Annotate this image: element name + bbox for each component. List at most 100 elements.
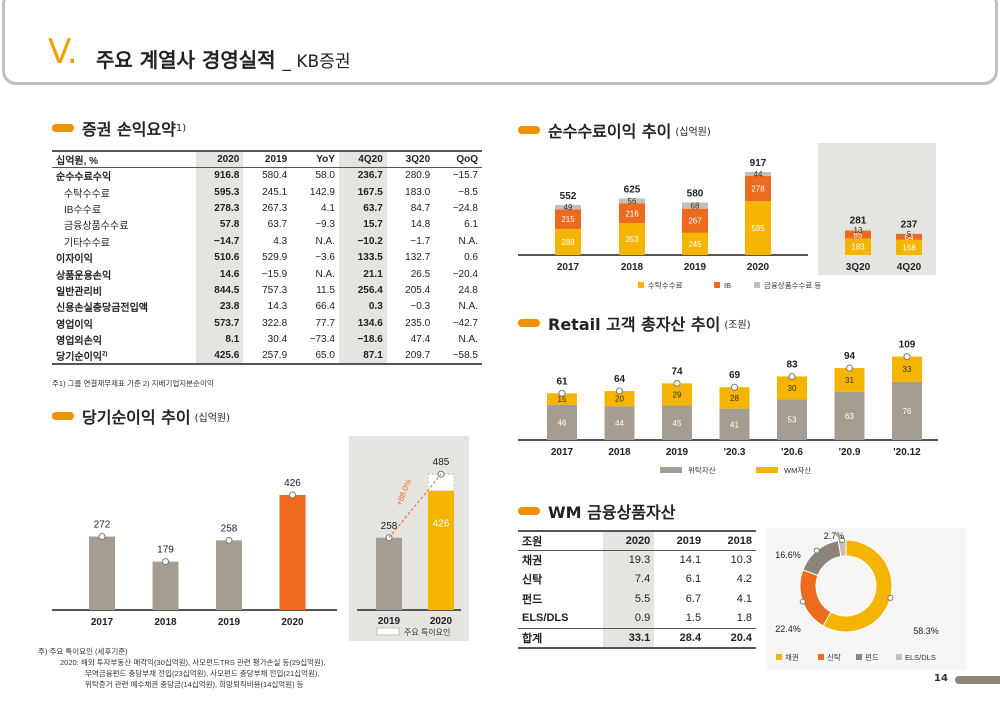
tick-label: 2017	[557, 262, 580, 273]
bar-segment	[892, 356, 922, 382]
total-label: 552	[560, 191, 577, 202]
table-cell: 15.7	[338, 216, 387, 234]
wm-table-header: 2019	[654, 530, 706, 551]
table-cell: 8.1	[195, 331, 244, 348]
legend-label: 위탁자산	[688, 465, 716, 475]
table-cell: 14.3	[267, 301, 288, 313]
bar-segment	[604, 391, 635, 407]
bar-marker	[289, 491, 296, 499]
net-income-chart: 272 2017 179 2018 258 2019 426 2020	[52, 478, 337, 628]
header-frame	[2, 0, 998, 85]
table-cell: 28.4	[654, 628, 706, 649]
slice-label: 16.6%	[775, 550, 801, 560]
table-cell: 278.3	[195, 200, 244, 217]
bar-segment	[845, 230, 871, 239]
table-cell: N.A.	[315, 268, 335, 280]
table-row: 순수수료수익 916.8 580.4 58.0 236.7 280.9 −15.7	[52, 167, 482, 184]
total-label: 64	[614, 374, 626, 385]
bar-segment	[777, 399, 807, 440]
bar-segment	[547, 393, 577, 405]
bar-segment	[777, 376, 807, 400]
table-cell: 6.1	[685, 573, 702, 586]
table-cell: −20.4	[452, 268, 478, 280]
table-cell: 425.6	[195, 347, 244, 366]
table-cell: −24.8	[452, 202, 478, 214]
net-income-title: 당기순이익 추이 (십억원)	[52, 404, 230, 428]
slice-label: 2.7%	[824, 531, 845, 541]
table-row: 기타수수료 −14.7 4.3 N.A. −10.2 −1.7 N.A.	[52, 233, 482, 250]
row-label: 수탁수수료	[64, 188, 110, 200]
data-label: 68	[691, 202, 700, 211]
table-cell: 4.2	[736, 573, 752, 586]
bar-marker	[903, 353, 911, 361]
table-cell: 채권	[522, 555, 543, 567]
data-label: 33	[903, 365, 912, 374]
table-row: 펀드 5.5 6.7 4.1	[518, 589, 756, 609]
table-cell: 245.1	[262, 186, 288, 198]
table-cell: 209.7	[386, 347, 435, 366]
wm-table-header: 2020	[603, 530, 655, 551]
data-label: 595	[751, 224, 765, 233]
page-number-bar	[955, 676, 1000, 684]
bar-segment	[682, 208, 708, 233]
row-label: 상품운용손익	[56, 270, 112, 282]
total-label: 625	[624, 184, 641, 195]
bar-marker	[98, 533, 106, 541]
row-label: IB수수료	[64, 204, 102, 216]
table-row: 신용손실충당금전입액 23.8 14.3 66.4 0.3 −0.3 N.A.	[52, 298, 482, 316]
row-label: 금융상품수수료	[64, 221, 129, 233]
growth-line	[388, 473, 442, 539]
table-cell: 47.4	[410, 334, 431, 346]
wm-products-table: 조원 2020 2019 2018 채권 19.3 14.1 10.3 신탁 7.4 6.1 4.2…	[518, 530, 756, 649]
table-cell: 87.1	[338, 347, 387, 366]
total-label: 109	[899, 340, 916, 351]
slice-label: 58.3%	[913, 626, 939, 636]
table-cell: 595.3	[195, 183, 244, 201]
bullet-icon	[518, 319, 540, 327]
table-cell: 1.8	[736, 612, 752, 624]
table-row: 영업이익 573.7 322.8 77.7 134.6 235.0 −42.7	[52, 315, 482, 332]
tick-label: 2018	[154, 617, 177, 628]
legend-label: 채권	[785, 652, 799, 662]
data-label: 215	[561, 215, 575, 224]
legend-swatch	[376, 627, 400, 636]
table-cell: 30.4	[267, 334, 288, 346]
donut-slice	[802, 540, 842, 577]
legend-swatch	[776, 654, 782, 660]
data-label: 258	[221, 523, 238, 534]
table-row: ELS/DLS 0.9 1.5 1.8	[518, 608, 756, 628]
table-cell: 신탁	[522, 574, 543, 587]
wm-title: WM 금융상품자산	[518, 499, 675, 523]
bar-segment	[547, 404, 577, 440]
net-fee-title-text: 순수수료이익 추이	[548, 122, 672, 141]
bar-segment	[682, 202, 708, 209]
net-fee-unit: (십억원)	[675, 126, 711, 138]
table-row: 수탁수수료 595.3 245.1 142.9 167.5 183.0 −8.5	[52, 183, 482, 201]
bar-segment	[662, 383, 692, 406]
data-label: 245	[688, 240, 702, 249]
total-label: 281	[850, 216, 867, 227]
table-cell: 844.5	[195, 282, 244, 299]
table-cell: −3.6	[315, 252, 335, 264]
table-cell: 57.8	[195, 216, 244, 234]
table-cell: N.A.	[315, 235, 335, 247]
table-cell: −15.9	[261, 268, 288, 280]
table-cell: 205.4	[405, 284, 431, 296]
table-cell: ELS/DLS	[522, 612, 569, 624]
table-cell: 14.1	[679, 554, 702, 566]
page-subtitle: _ KB증권	[282, 52, 351, 72]
legend-swatch	[896, 654, 902, 660]
table-cell: 합계	[518, 628, 604, 649]
bar-segment	[604, 406, 635, 440]
legend-swatch	[756, 467, 778, 473]
bar-marker	[225, 536, 233, 544]
table-cell: 4.1	[736, 592, 752, 605]
tick-label: 2018	[621, 262, 644, 273]
table-cell: 0.3	[338, 298, 387, 316]
table-cell: 63.7	[267, 219, 288, 231]
bar-marker	[673, 379, 681, 387]
bar	[279, 494, 306, 610]
legend-label: WM자산	[784, 465, 811, 475]
table-cell: 132.7	[405, 252, 431, 264]
